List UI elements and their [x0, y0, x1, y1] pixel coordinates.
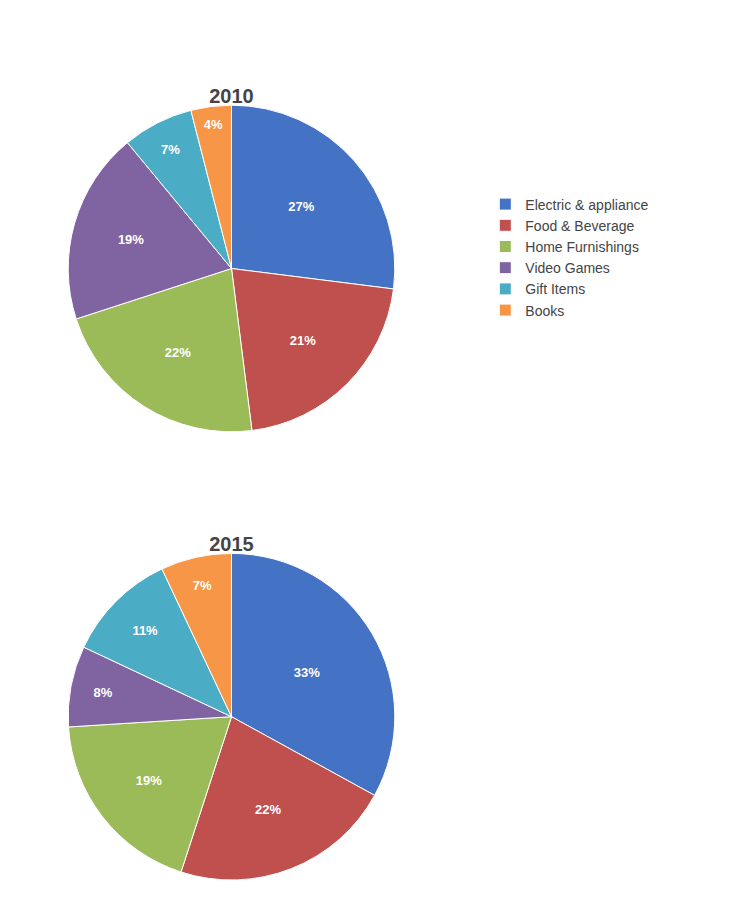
svg-text:22%: 22%: [165, 345, 191, 360]
svg-text:27%: 27%: [288, 199, 314, 214]
svg-text:Food & Beverage: Food & Beverage: [525, 218, 634, 234]
svg-text:11%: 11%: [132, 623, 158, 638]
svg-text:Electric & appliance: Electric & appliance: [525, 197, 648, 213]
svg-text:8%: 8%: [93, 685, 112, 700]
svg-text:19%: 19%: [136, 773, 162, 788]
svg-text:33%: 33%: [294, 665, 320, 680]
svg-text:Books: Books: [525, 303, 564, 319]
svg-text:21%: 21%: [290, 333, 316, 348]
svg-text:Video Games: Video Games: [525, 260, 610, 276]
svg-text:4%: 4%: [204, 117, 223, 132]
svg-text:2015: 2015: [209, 533, 254, 555]
svg-text:Gift Items: Gift Items: [525, 281, 585, 297]
svg-text:7%: 7%: [193, 578, 212, 593]
svg-text:22%: 22%: [255, 802, 281, 817]
svg-text:19%: 19%: [118, 232, 144, 247]
svg-text:Home Furnishings: Home Furnishings: [525, 239, 639, 255]
svg-text:7%: 7%: [161, 142, 180, 157]
svg-text:2010: 2010: [209, 85, 254, 107]
